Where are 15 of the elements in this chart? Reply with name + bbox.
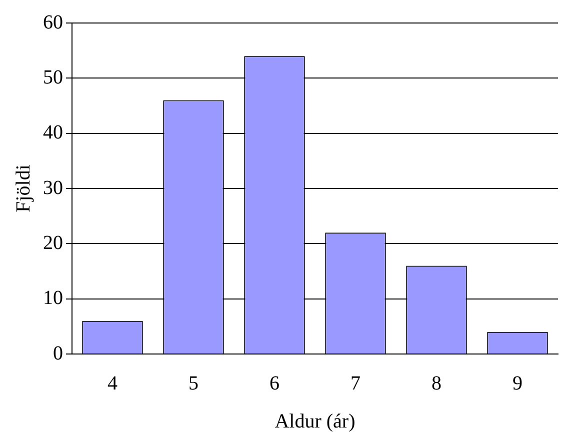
y-axis-title: Fjöldi bbox=[12, 164, 34, 212]
x-tick-label: 4 bbox=[108, 372, 118, 394]
y-tick-label: 60 bbox=[43, 11, 63, 34]
y-tick-label: 20 bbox=[43, 232, 63, 254]
x-tick-label: 9 bbox=[512, 372, 522, 394]
y-tick-label: 50 bbox=[43, 66, 63, 88]
y-tick-label: 10 bbox=[43, 287, 63, 310]
y-tick-label: 30 bbox=[43, 176, 63, 199]
x-tick-label: 5 bbox=[188, 372, 198, 394]
x-tick-label: 8 bbox=[432, 372, 442, 394]
x-axis-title: Aldur (ár) bbox=[274, 410, 356, 432]
x-tick-label: 6 bbox=[270, 372, 280, 394]
y-tick-label: 40 bbox=[43, 122, 63, 144]
x-tick-label: 7 bbox=[350, 372, 360, 394]
y-tick-label: 0 bbox=[53, 342, 63, 364]
